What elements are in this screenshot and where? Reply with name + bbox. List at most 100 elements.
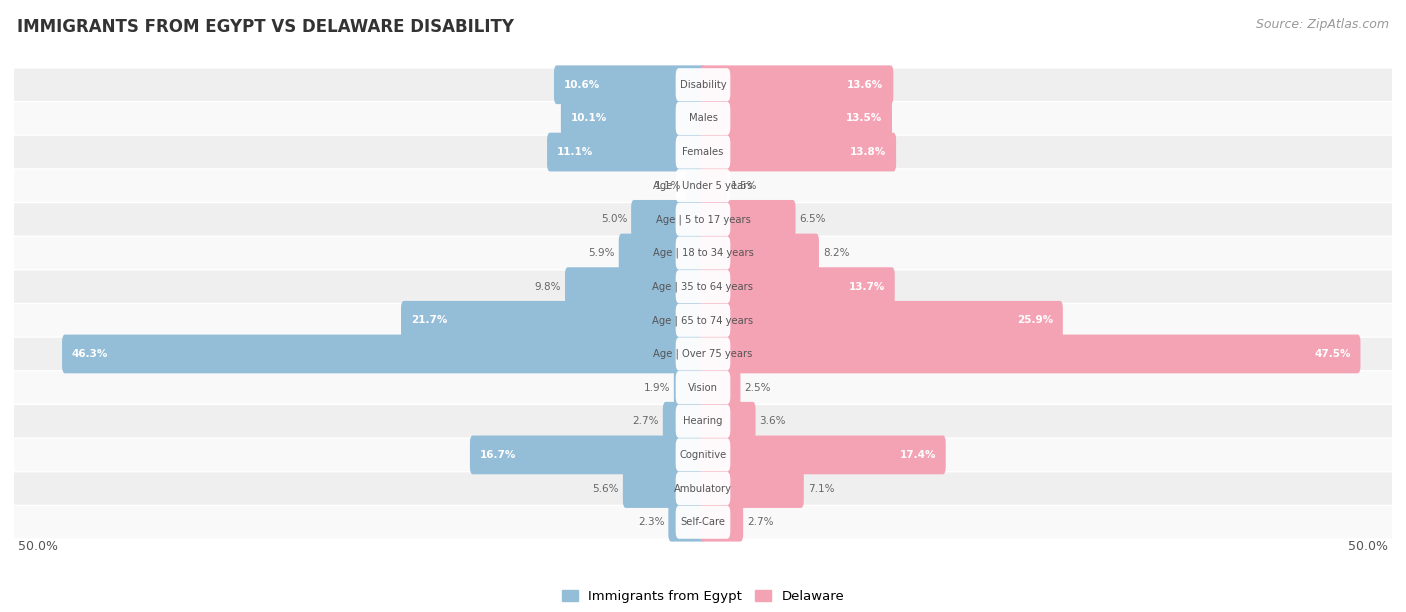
FancyBboxPatch shape bbox=[676, 68, 730, 102]
Text: 3.6%: 3.6% bbox=[759, 416, 786, 426]
Text: Hearing: Hearing bbox=[683, 416, 723, 426]
FancyBboxPatch shape bbox=[14, 136, 1392, 168]
FancyBboxPatch shape bbox=[14, 237, 1392, 269]
FancyBboxPatch shape bbox=[14, 203, 1392, 236]
FancyBboxPatch shape bbox=[619, 234, 706, 272]
FancyBboxPatch shape bbox=[700, 469, 804, 508]
FancyBboxPatch shape bbox=[700, 402, 755, 441]
FancyBboxPatch shape bbox=[662, 402, 706, 441]
FancyBboxPatch shape bbox=[700, 503, 744, 542]
Text: Age | 35 to 64 years: Age | 35 to 64 years bbox=[652, 282, 754, 292]
Text: 17.4%: 17.4% bbox=[900, 450, 936, 460]
FancyBboxPatch shape bbox=[676, 438, 730, 471]
Text: 5.0%: 5.0% bbox=[600, 214, 627, 225]
FancyBboxPatch shape bbox=[14, 338, 1392, 370]
FancyBboxPatch shape bbox=[676, 203, 730, 236]
FancyBboxPatch shape bbox=[676, 169, 730, 203]
FancyBboxPatch shape bbox=[700, 335, 1361, 373]
FancyBboxPatch shape bbox=[676, 472, 730, 505]
FancyBboxPatch shape bbox=[470, 436, 706, 474]
Text: Males: Males bbox=[689, 113, 717, 124]
Text: 1.1%: 1.1% bbox=[654, 181, 681, 191]
FancyBboxPatch shape bbox=[668, 503, 706, 542]
Text: Females: Females bbox=[682, 147, 724, 157]
FancyBboxPatch shape bbox=[676, 135, 730, 169]
FancyBboxPatch shape bbox=[700, 301, 1063, 340]
FancyBboxPatch shape bbox=[700, 65, 893, 104]
Text: 8.2%: 8.2% bbox=[823, 248, 849, 258]
FancyBboxPatch shape bbox=[14, 506, 1392, 539]
FancyBboxPatch shape bbox=[676, 506, 730, 539]
FancyBboxPatch shape bbox=[631, 200, 706, 239]
Text: 25.9%: 25.9% bbox=[1017, 315, 1053, 326]
Text: Ambulatory: Ambulatory bbox=[673, 483, 733, 493]
FancyBboxPatch shape bbox=[676, 337, 730, 370]
Text: 46.3%: 46.3% bbox=[72, 349, 108, 359]
FancyBboxPatch shape bbox=[623, 469, 706, 508]
Text: 50.0%: 50.0% bbox=[1348, 540, 1388, 553]
FancyBboxPatch shape bbox=[14, 371, 1392, 404]
Text: Cognitive: Cognitive bbox=[679, 450, 727, 460]
Text: 6.5%: 6.5% bbox=[800, 214, 825, 225]
FancyBboxPatch shape bbox=[700, 99, 891, 138]
FancyBboxPatch shape bbox=[62, 335, 706, 373]
FancyBboxPatch shape bbox=[700, 166, 727, 205]
Text: Age | 5 to 17 years: Age | 5 to 17 years bbox=[655, 214, 751, 225]
FancyBboxPatch shape bbox=[561, 99, 706, 138]
Text: 47.5%: 47.5% bbox=[1315, 349, 1351, 359]
FancyBboxPatch shape bbox=[700, 234, 818, 272]
FancyBboxPatch shape bbox=[14, 102, 1392, 135]
Text: Age | 65 to 74 years: Age | 65 to 74 years bbox=[652, 315, 754, 326]
Text: 5.9%: 5.9% bbox=[588, 248, 614, 258]
Text: 13.7%: 13.7% bbox=[848, 282, 884, 292]
Text: Age | Over 75 years: Age | Over 75 years bbox=[654, 349, 752, 359]
Text: Vision: Vision bbox=[688, 382, 718, 393]
FancyBboxPatch shape bbox=[673, 368, 706, 407]
FancyBboxPatch shape bbox=[686, 168, 706, 203]
FancyBboxPatch shape bbox=[14, 69, 1392, 101]
Text: 1.5%: 1.5% bbox=[731, 181, 756, 191]
Text: 7.1%: 7.1% bbox=[807, 483, 834, 493]
Text: 1.9%: 1.9% bbox=[644, 382, 669, 393]
FancyBboxPatch shape bbox=[700, 436, 946, 474]
Text: 11.1%: 11.1% bbox=[557, 147, 593, 157]
Text: Disability: Disability bbox=[679, 80, 727, 90]
FancyBboxPatch shape bbox=[676, 405, 730, 438]
Text: IMMIGRANTS FROM EGYPT VS DELAWARE DISABILITY: IMMIGRANTS FROM EGYPT VS DELAWARE DISABI… bbox=[17, 18, 513, 36]
FancyBboxPatch shape bbox=[700, 200, 796, 239]
Text: 2.3%: 2.3% bbox=[638, 517, 665, 527]
FancyBboxPatch shape bbox=[676, 304, 730, 337]
Text: Age | Under 5 years: Age | Under 5 years bbox=[654, 181, 752, 191]
Text: Source: ZipAtlas.com: Source: ZipAtlas.com bbox=[1256, 18, 1389, 31]
FancyBboxPatch shape bbox=[700, 368, 741, 407]
FancyBboxPatch shape bbox=[554, 65, 706, 104]
FancyBboxPatch shape bbox=[676, 236, 730, 269]
Text: 16.7%: 16.7% bbox=[479, 450, 516, 460]
Text: 10.6%: 10.6% bbox=[564, 80, 600, 90]
Text: 13.8%: 13.8% bbox=[851, 147, 886, 157]
FancyBboxPatch shape bbox=[700, 133, 896, 171]
FancyBboxPatch shape bbox=[14, 271, 1392, 303]
Text: 5.6%: 5.6% bbox=[592, 483, 619, 493]
Text: Self-Care: Self-Care bbox=[681, 517, 725, 527]
FancyBboxPatch shape bbox=[14, 170, 1392, 202]
Text: 50.0%: 50.0% bbox=[18, 540, 58, 553]
Text: 2.7%: 2.7% bbox=[747, 517, 773, 527]
FancyBboxPatch shape bbox=[676, 102, 730, 135]
FancyBboxPatch shape bbox=[401, 301, 706, 340]
Text: 10.1%: 10.1% bbox=[571, 113, 607, 124]
Text: 2.7%: 2.7% bbox=[633, 416, 659, 426]
Text: Age | 18 to 34 years: Age | 18 to 34 years bbox=[652, 248, 754, 258]
FancyBboxPatch shape bbox=[14, 472, 1392, 505]
Text: 21.7%: 21.7% bbox=[411, 315, 447, 326]
Text: 13.5%: 13.5% bbox=[846, 113, 882, 124]
FancyBboxPatch shape bbox=[547, 133, 706, 171]
FancyBboxPatch shape bbox=[700, 267, 894, 306]
FancyBboxPatch shape bbox=[676, 270, 730, 303]
FancyBboxPatch shape bbox=[676, 371, 730, 404]
FancyBboxPatch shape bbox=[14, 304, 1392, 337]
Text: 2.5%: 2.5% bbox=[744, 382, 770, 393]
Text: 13.6%: 13.6% bbox=[848, 80, 883, 90]
Text: 9.8%: 9.8% bbox=[534, 282, 561, 292]
Legend: Immigrants from Egypt, Delaware: Immigrants from Egypt, Delaware bbox=[562, 590, 844, 603]
